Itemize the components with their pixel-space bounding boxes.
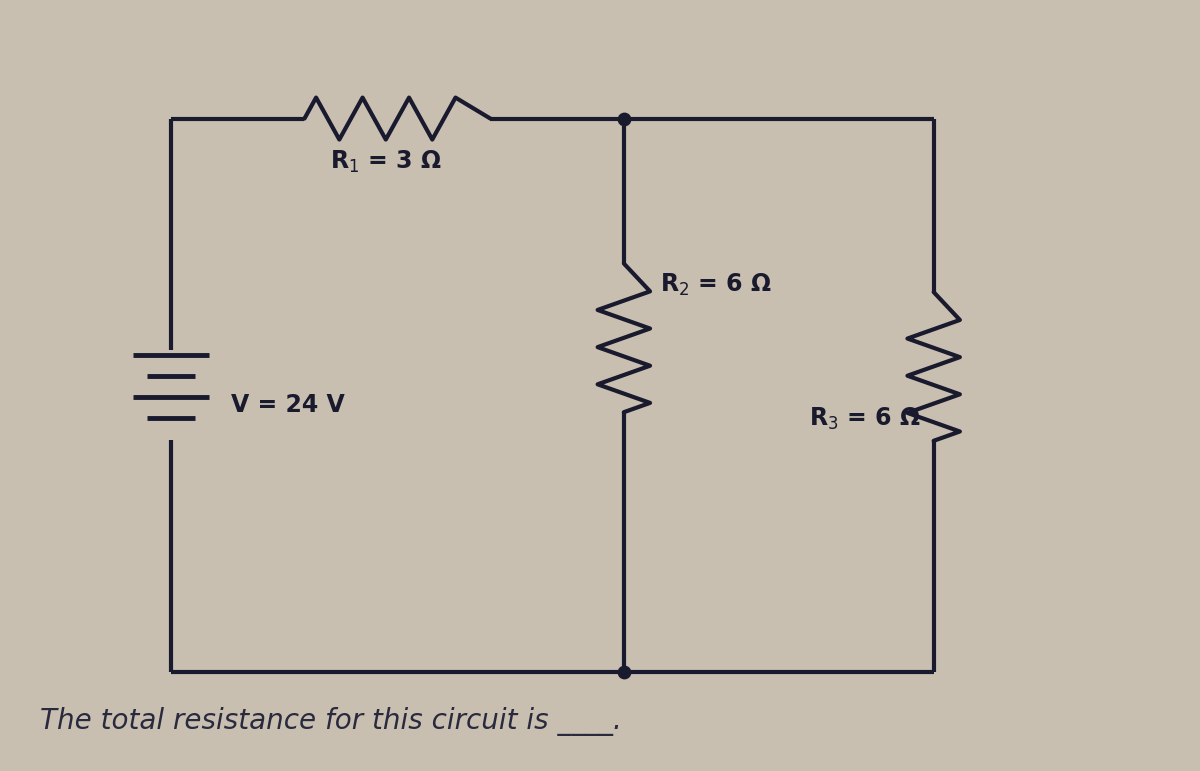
Text: The total resistance for this circuit is ____.: The total resistance for this circuit is…	[40, 707, 622, 736]
Text: R$_1$ = 3 Ω: R$_1$ = 3 Ω	[330, 149, 442, 175]
Text: R$_2$ = 6 Ω: R$_2$ = 6 Ω	[660, 272, 772, 298]
Point	[614, 113, 634, 125]
Point	[614, 665, 634, 678]
Text: R$_3$ = 6 Ω: R$_3$ = 6 Ω	[809, 406, 920, 432]
Text: V = 24 V: V = 24 V	[230, 392, 344, 416]
